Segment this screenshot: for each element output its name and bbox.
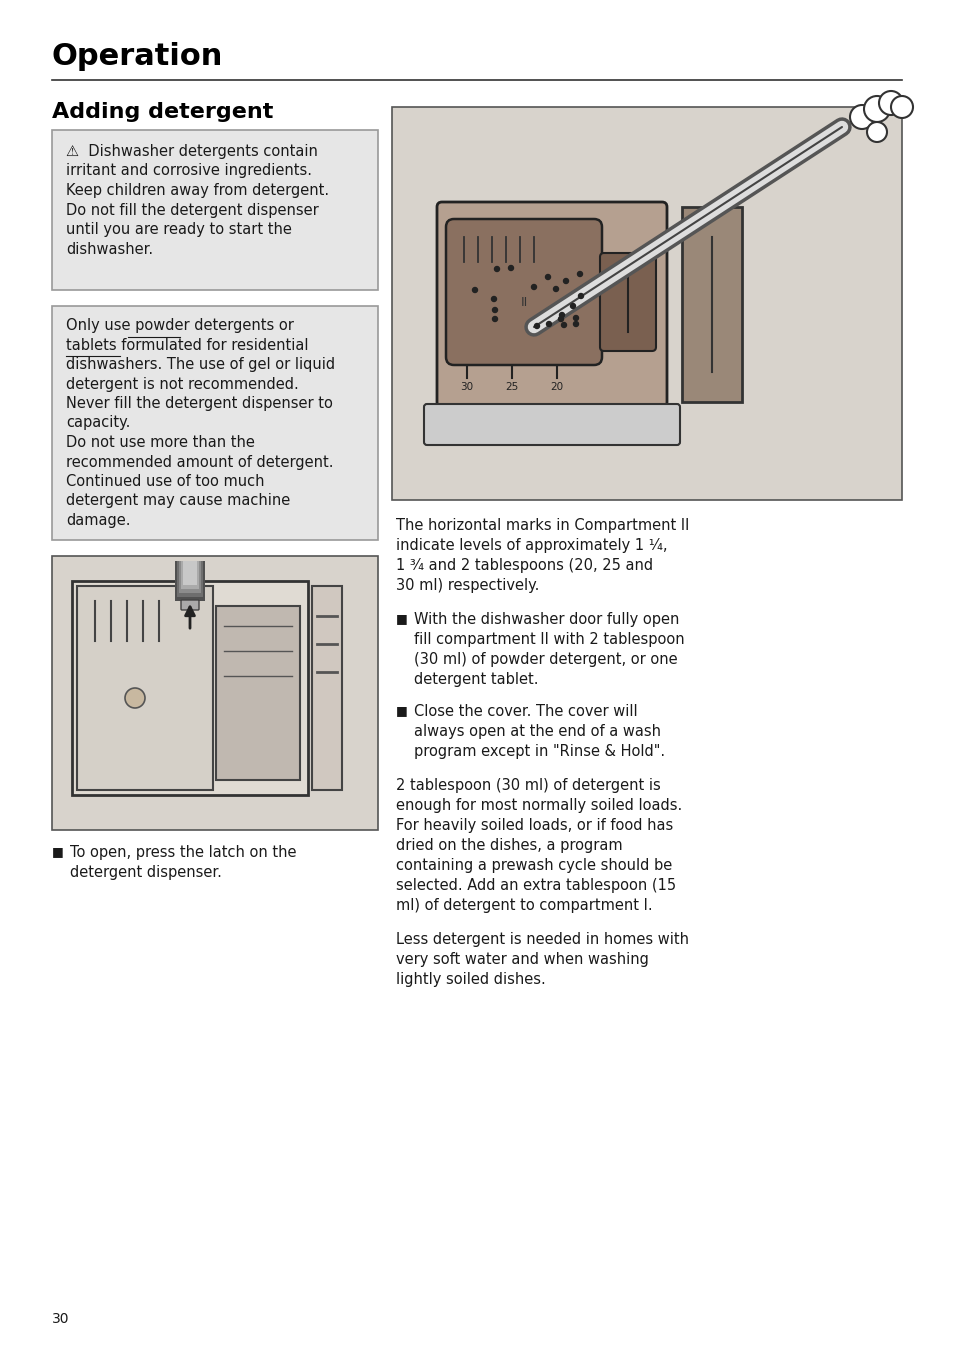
FancyBboxPatch shape xyxy=(52,130,377,289)
Circle shape xyxy=(546,322,551,326)
FancyBboxPatch shape xyxy=(312,585,341,790)
Text: detergent may cause machine: detergent may cause machine xyxy=(66,493,290,508)
Text: Do not use more than the: Do not use more than the xyxy=(66,435,254,450)
FancyBboxPatch shape xyxy=(681,207,741,402)
FancyBboxPatch shape xyxy=(52,306,377,539)
Text: Adding detergent: Adding detergent xyxy=(52,101,274,122)
Text: damage.: damage. xyxy=(66,512,131,529)
FancyBboxPatch shape xyxy=(392,107,901,500)
Text: 30: 30 xyxy=(460,383,473,392)
Text: Less detergent is needed in homes with: Less detergent is needed in homes with xyxy=(395,932,688,946)
FancyBboxPatch shape xyxy=(179,561,201,594)
Text: dishwasher.: dishwasher. xyxy=(66,242,153,257)
Text: Operation: Operation xyxy=(52,42,223,72)
Circle shape xyxy=(866,122,886,142)
Text: containing a prewash cycle should be: containing a prewash cycle should be xyxy=(395,859,672,873)
Circle shape xyxy=(553,287,558,292)
FancyBboxPatch shape xyxy=(436,201,666,407)
Text: To open, press the latch on the: To open, press the latch on the xyxy=(70,845,296,860)
FancyBboxPatch shape xyxy=(177,561,203,598)
Text: indicate levels of approximately 1 ¹⁄₄,: indicate levels of approximately 1 ¹⁄₄, xyxy=(395,538,667,553)
Text: very soft water and when washing: very soft water and when washing xyxy=(395,952,648,967)
Text: Only use powder detergents or: Only use powder detergents or xyxy=(66,318,294,333)
Text: Continued use of too much: Continued use of too much xyxy=(66,475,264,489)
Text: dried on the dishes, a program: dried on the dishes, a program xyxy=(395,838,622,853)
Circle shape xyxy=(545,274,550,280)
Circle shape xyxy=(563,279,568,284)
Text: Close the cover. The cover will: Close the cover. The cover will xyxy=(414,704,637,719)
Text: II: II xyxy=(519,296,527,308)
FancyBboxPatch shape xyxy=(215,606,299,780)
FancyBboxPatch shape xyxy=(181,561,199,589)
Text: ⚠  Dishwasher detergents contain: ⚠ Dishwasher detergents contain xyxy=(66,145,317,160)
Text: 25: 25 xyxy=(505,383,518,392)
Text: ■: ■ xyxy=(395,612,407,625)
Circle shape xyxy=(573,322,578,326)
Text: For heavily soiled loads, or if food has: For heavily soiled loads, or if food has xyxy=(395,818,673,833)
FancyBboxPatch shape xyxy=(174,561,205,602)
Text: enough for most normally soiled loads.: enough for most normally soiled loads. xyxy=(395,798,681,813)
Text: Never fill the detergent dispenser to: Never fill the detergent dispenser to xyxy=(66,396,333,411)
FancyBboxPatch shape xyxy=(71,581,308,795)
FancyBboxPatch shape xyxy=(446,219,601,365)
Text: selected. Add an extra tablespoon (15: selected. Add an extra tablespoon (15 xyxy=(395,877,676,894)
FancyBboxPatch shape xyxy=(183,561,196,585)
Text: detergent dispenser.: detergent dispenser. xyxy=(70,865,222,880)
Circle shape xyxy=(878,91,902,115)
Text: detergent tablet.: detergent tablet. xyxy=(414,672,537,687)
Text: With the dishwasher door fully open: With the dishwasher door fully open xyxy=(414,612,679,627)
Circle shape xyxy=(531,284,536,289)
Circle shape xyxy=(492,316,497,322)
FancyBboxPatch shape xyxy=(599,253,656,352)
Text: 30 ml) respectively.: 30 ml) respectively. xyxy=(395,579,538,594)
Text: lightly soiled dishes.: lightly soiled dishes. xyxy=(395,972,545,987)
Circle shape xyxy=(494,266,499,272)
Circle shape xyxy=(578,293,583,299)
Text: The horizontal marks in Compartment II: The horizontal marks in Compartment II xyxy=(395,518,689,533)
Text: fill compartment II with 2 tablespoon: fill compartment II with 2 tablespoon xyxy=(414,631,684,648)
Text: ■: ■ xyxy=(52,845,64,859)
Text: ml) of detergent to compartment I.: ml) of detergent to compartment I. xyxy=(395,898,652,913)
Circle shape xyxy=(558,312,564,318)
Circle shape xyxy=(472,288,477,292)
Circle shape xyxy=(534,323,539,329)
Text: 30: 30 xyxy=(52,1311,70,1326)
Circle shape xyxy=(561,323,566,327)
Text: 20: 20 xyxy=(550,383,563,392)
Circle shape xyxy=(558,316,563,322)
Circle shape xyxy=(125,688,145,708)
Circle shape xyxy=(491,296,496,301)
Text: dishwashers. The use of gel or liquid: dishwashers. The use of gel or liquid xyxy=(66,357,335,372)
Circle shape xyxy=(508,265,513,270)
FancyBboxPatch shape xyxy=(181,600,199,610)
FancyBboxPatch shape xyxy=(52,556,377,830)
Circle shape xyxy=(573,315,578,320)
Text: always open at the end of a wash: always open at the end of a wash xyxy=(414,725,660,740)
Circle shape xyxy=(863,96,889,122)
Text: 1 ³⁄₄ and 2 tablespoons (20, 25 and: 1 ³⁄₄ and 2 tablespoons (20, 25 and xyxy=(395,558,653,573)
FancyBboxPatch shape xyxy=(423,404,679,445)
Text: Keep children away from detergent.: Keep children away from detergent. xyxy=(66,183,329,197)
Circle shape xyxy=(492,307,497,312)
Circle shape xyxy=(890,96,912,118)
Text: irritant and corrosive ingredients.: irritant and corrosive ingredients. xyxy=(66,164,312,178)
Circle shape xyxy=(570,303,575,308)
Circle shape xyxy=(849,105,873,128)
Text: 2 tablespoon (30 ml) of detergent is: 2 tablespoon (30 ml) of detergent is xyxy=(395,777,660,794)
Text: ■: ■ xyxy=(395,704,407,717)
FancyBboxPatch shape xyxy=(77,585,213,790)
Text: until you are ready to start the: until you are ready to start the xyxy=(66,222,292,237)
Text: Do not fill the detergent dispenser: Do not fill the detergent dispenser xyxy=(66,203,318,218)
Circle shape xyxy=(577,272,582,277)
Text: program except in "Rinse & Hold".: program except in "Rinse & Hold". xyxy=(414,744,664,758)
Text: capacity.: capacity. xyxy=(66,415,131,430)
Text: detergent is not recommended.: detergent is not recommended. xyxy=(66,376,298,392)
Text: tablets formulated for residential: tablets formulated for residential xyxy=(66,338,308,353)
Text: (30 ml) of powder detergent, or one: (30 ml) of powder detergent, or one xyxy=(414,652,677,667)
Text: recommended amount of detergent.: recommended amount of detergent. xyxy=(66,454,334,469)
